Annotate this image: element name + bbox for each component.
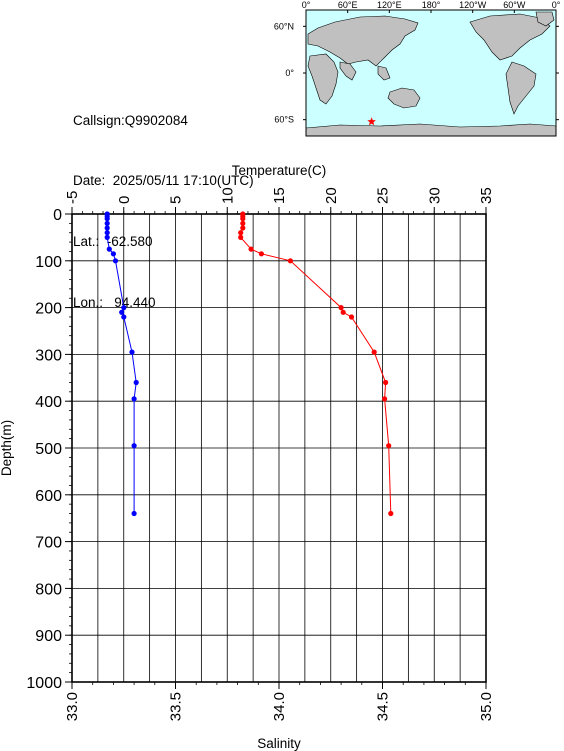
temperature-tick-label: 20 [323,187,340,204]
temperature-data-point [240,225,246,231]
salinity-tick-label: 35.0 [478,692,495,721]
temperature-data-point [238,230,244,236]
depth-tick-label: 100 [35,254,62,271]
salinity-tick-label: 33.5 [168,692,185,721]
map-lat-label: 60°N [274,21,294,31]
landmass [339,61,357,81]
chart-series [104,211,394,517]
temperature-tick-label: 5 [168,196,185,204]
salinity-tick-label: 34.0 [271,692,288,721]
landmass [307,53,339,105]
temperature-tick-label: 25 [375,187,392,204]
salinity-data-point [131,443,137,449]
temperature-data-point [338,305,344,311]
salinity-data-point [121,305,127,311]
depth-axis-label: Depth(m) [0,420,14,476]
map-lon-label: 120°W [459,0,487,10]
temperature-data-point [388,510,394,517]
map-lat-label: 0° [285,68,294,78]
depth-tick-label: 500 [35,441,62,458]
map-lon-label: 120°E [377,0,402,10]
float-info: Callsign:Q9902084 Date: 2025/05/11 17:10… [73,70,254,334]
latitude-text: Lat.: -62.580 [73,234,153,250]
landmass [505,61,537,115]
temperature-tick-label: -5 [64,191,81,204]
depth-tick-label: 800 [35,581,62,598]
salinity-data-point [133,379,139,386]
landmass [469,13,551,61]
depth-tick-label: 700 [35,535,62,552]
salinity-profile-line [106,214,137,514]
temperature-data-point [340,309,346,315]
temperature-data-point [287,258,293,264]
map-lon-label: 60°W [503,0,526,10]
temperature-data-point [258,251,264,257]
salinity-data-point [131,396,137,402]
temperature-data-point [240,216,246,222]
date-text: Date: 2025/05/11 17:10(UTC) [73,173,254,189]
depth-tick-label: 400 [35,394,62,411]
salinity-data-point [131,510,137,517]
map-lon-label: 0° [552,0,561,10]
depth-tick-label: 600 [35,488,62,505]
temperature-data-point [238,234,244,240]
map-lon-label: 180° [422,0,441,10]
temperature-data-point [248,246,254,252]
salinity-data-point [112,258,119,264]
depth-tick-label: 0 [53,207,62,224]
temperature-data-point [348,314,355,320]
salinity-tick-label: 34.5 [375,692,392,721]
salinity-data-point [104,225,110,231]
salinity-data-point [104,220,110,226]
salinity-data-point [129,349,135,355]
temperature-data-point [240,220,246,226]
star-icon [367,117,376,126]
map-lon-label: 0° [302,0,311,10]
salinity-data-point [104,230,110,236]
temperature-tick-label: 10 [219,187,236,204]
salinity-data-point [119,309,125,315]
depth-tick-label: 1000 [26,675,62,692]
salinity-data-point [110,251,116,257]
temperature-data-point [382,396,388,402]
map-lon-label: 60°E [338,0,358,10]
landmass [377,65,391,81]
map-lat-label: 60°S [274,115,294,125]
temperature-data-point [383,379,389,386]
temperature-data-point [386,443,392,449]
temperature-axis-label: Temperature(C) [232,163,327,178]
salinity-axis-label: Salinity [257,736,301,751]
location-map: 0° 60°E 120°E 180° 120°W 60°W 0° 60°N 0° 60°S [274,0,561,137]
temperature-data-point [371,349,377,355]
depth-tick-label: 300 [35,347,62,364]
depth-tick-label: 900 [35,628,62,645]
salinity-data-point [121,314,127,320]
temperature-tick-label: 0 [116,196,133,204]
landmass [535,11,555,27]
salinity-data-point [106,246,112,252]
landmass [307,15,419,67]
landmass [387,87,421,109]
temperature-tick-label: 15 [271,187,288,204]
salinity-tick-label: 33.0 [64,692,81,721]
callsign-text: Callsign:Q9902084 [73,112,188,128]
depth-tick-label: 200 [35,301,62,318]
temperature-tick-label: 30 [426,187,443,204]
temperature-tick-label: 35 [478,187,495,204]
temperature-profile-line [240,214,392,514]
salinity-data-point [104,234,110,240]
salinity-data-point [104,216,110,222]
